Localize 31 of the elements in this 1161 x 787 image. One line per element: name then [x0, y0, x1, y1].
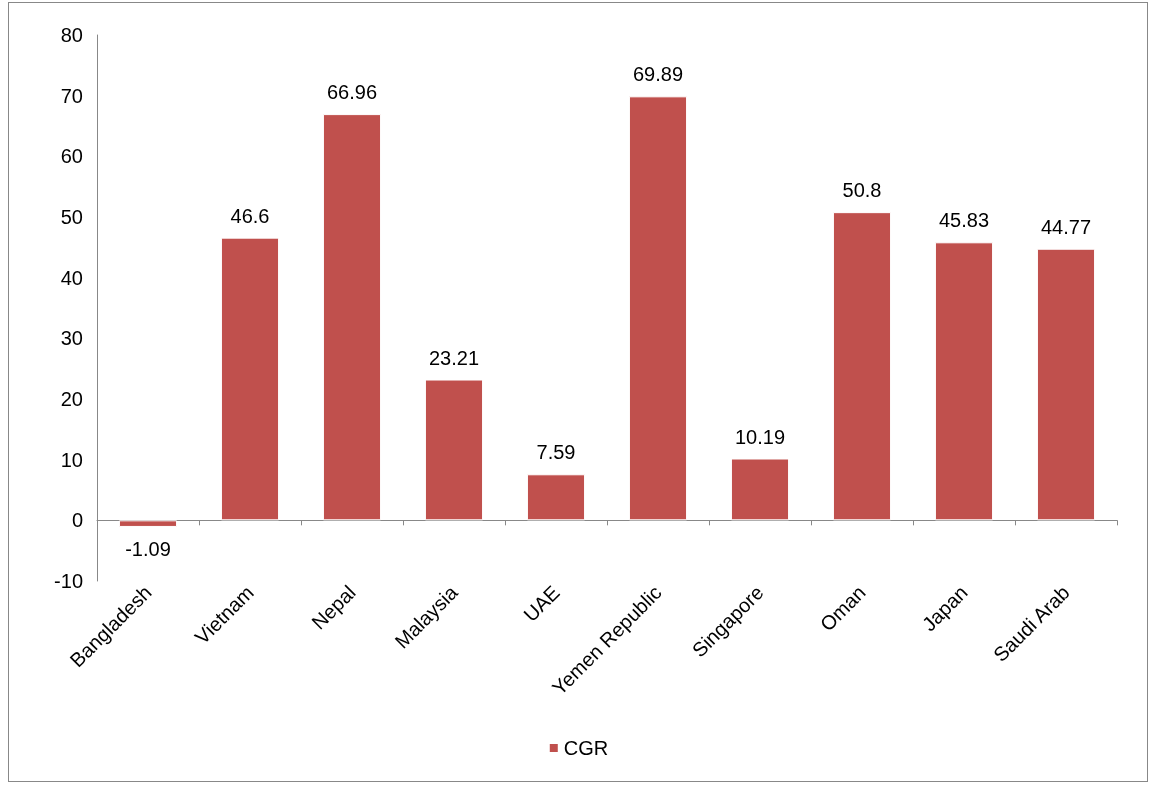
y-tick-label: -10: [54, 570, 83, 592]
data-label: 44.77: [1040, 215, 1092, 238]
bar: [118, 520, 178, 527]
y-tick-label: 20: [60, 388, 83, 410]
data-label: 10.19: [734, 425, 786, 448]
bar: [628, 96, 688, 521]
bar: [220, 237, 280, 521]
data-label: 69.89: [632, 63, 684, 86]
bar: [730, 458, 790, 521]
y-tick-label: 40: [60, 266, 83, 289]
legend-label: CGR: [563, 737, 609, 759]
data-label: 7.59: [536, 441, 576, 464]
bar: [526, 474, 586, 521]
data-label: -1.09: [125, 537, 171, 560]
data-label: 45.83: [938, 209, 990, 232]
bar: [1036, 248, 1096, 521]
y-tick-label: 10: [60, 448, 83, 471]
y-tick-label: 60: [60, 145, 83, 168]
y-tick-label: 50: [60, 206, 83, 228]
data-label: 50.8: [842, 179, 882, 202]
data-label: 66.96: [326, 81, 378, 104]
data-label: 23.21: [428, 346, 480, 369]
bar: [832, 212, 892, 521]
bar: [934, 242, 994, 521]
y-tick-label: 80: [60, 24, 83, 46]
bar: [424, 379, 484, 521]
y-tick-label: 30: [60, 327, 83, 350]
bar: [322, 114, 382, 521]
y-tick-label: 0: [71, 509, 83, 532]
y-tick-label: 70: [60, 84, 83, 107]
data-label: 46.6: [230, 204, 270, 227]
